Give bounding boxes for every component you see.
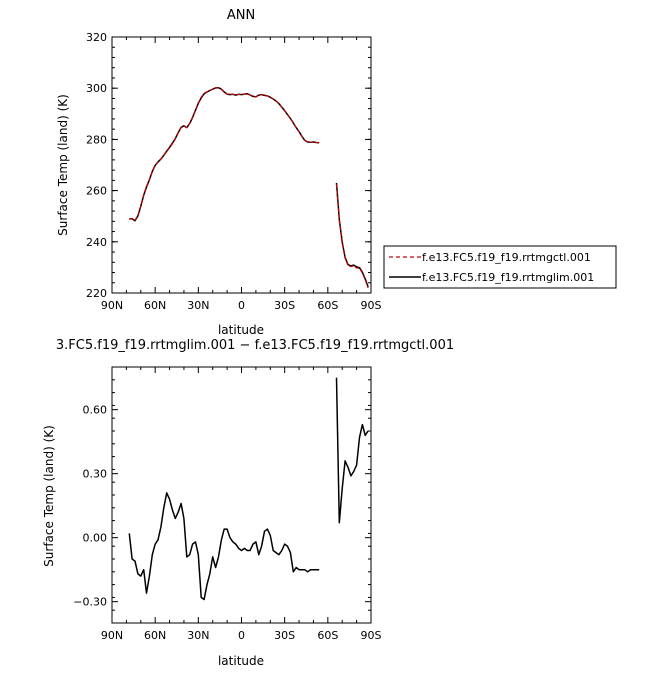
y-tick-label: 0.60 <box>83 404 108 417</box>
y-tick-label: 0.30 <box>83 468 108 481</box>
y-tick-label: 260 <box>86 185 107 198</box>
y-tick-label: 240 <box>86 236 107 249</box>
x-tick-label: 90N <box>101 299 123 312</box>
series-line <box>129 87 320 221</box>
axis-ticks: 90N 60N 30N 0 30S 60S 90S 220 240 260 280 300 320 <box>86 31 382 312</box>
x-tick-label: 0 <box>238 629 245 642</box>
y-axis-label: Surface Temp (land) (K) <box>42 425 56 567</box>
series-line <box>128 492 320 601</box>
legend-label-ctl: f.e13.FC5.f19_f19.rrtmgctl.001 <box>422 251 591 264</box>
x-axis-label: latitude <box>218 323 264 337</box>
chart-title: 3.FC5.f19_f19.rrtmglim.001 − f.e13.FC5.f… <box>56 338 454 353</box>
legend-label-lim: f.e13.FC5.f19_f19.rrtmglim.001 <box>422 271 594 284</box>
plot-frame <box>111 366 372 624</box>
series-lines <box>128 377 369 601</box>
y-tick-label: 320 <box>86 31 107 44</box>
legend: f.e13.FC5.f19_f19.rrtmgctl.001 f.e13.FC5… <box>383 245 617 289</box>
x-tick-label: 0 <box>238 299 245 312</box>
axis-ticks: 90N 60N 30N 0 30S 60S 90S −0.30 0.00 0.30 0.60 <box>73 366 382 642</box>
x-tick-label: 90S <box>361 629 382 642</box>
chart-title: ANN <box>227 8 255 23</box>
y-tick-label: −0.30 <box>73 596 107 609</box>
x-tick-label: 30S <box>274 299 295 312</box>
x-tick-label: 30N <box>187 299 209 312</box>
legend-box <box>383 245 617 289</box>
x-tick-label: 90S <box>361 299 382 312</box>
series-lines <box>129 86 369 289</box>
y-tick-label: 300 <box>86 82 107 95</box>
y-tick-label: 220 <box>86 287 107 300</box>
x-tick-label: 60S <box>317 299 338 312</box>
x-axis-label: latitude <box>218 654 264 668</box>
series-line <box>335 377 369 524</box>
series-line <box>129 86 320 222</box>
zonal-mean-panel: ANN 90N 60N 30N 0 30S 60S 90S 220 240 260 280 300 32… <box>56 8 617 337</box>
y-tick-label: 280 <box>86 133 107 146</box>
x-tick-label: 90N <box>101 629 123 642</box>
difference-panel: 3.FC5.f19_f19.rrtmglim.001 − f.e13.FC5.f… <box>42 338 454 668</box>
y-axis-label: Surface Temp (land) (K) <box>56 94 70 236</box>
x-tick-label: 30S <box>274 629 295 642</box>
x-tick-label: 60N <box>144 629 166 642</box>
y-tick-label: 0.00 <box>83 532 108 545</box>
plot-frame <box>111 36 372 294</box>
series-line <box>335 184 369 289</box>
x-tick-label: 60S <box>317 629 338 642</box>
x-tick-label: 30N <box>187 629 209 642</box>
x-tick-label: 60N <box>144 299 166 312</box>
